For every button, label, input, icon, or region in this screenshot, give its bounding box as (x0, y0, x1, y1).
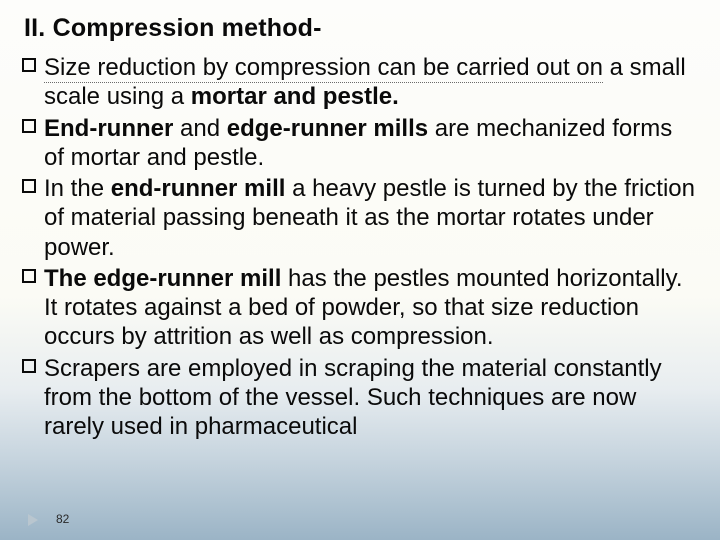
square-bullet-icon (22, 359, 36, 373)
bullet-item: Scrapers are employed in scraping the ma… (22, 354, 698, 442)
text-run: End-runner (44, 115, 173, 142)
square-bullet-icon (22, 119, 36, 133)
text-run: Scrapers are employed in scraping the ma… (44, 355, 662, 441)
text-run: and (173, 115, 226, 142)
square-bullet-icon (22, 269, 36, 283)
text-run: edge-runner mills (227, 115, 428, 142)
slide-title: II. Compression method- (24, 14, 698, 43)
text-run: The edge-runner mill (44, 265, 281, 292)
text-run: mortar and pestle. (191, 83, 399, 110)
slide: II. Compression method- Size reduction b… (0, 0, 720, 540)
square-bullet-icon (22, 58, 36, 72)
square-bullet-icon (22, 179, 36, 193)
page-number: 82 (56, 512, 69, 526)
text-run: Size reduction by compression can be car… (44, 54, 603, 83)
slide-body: Size reduction by compression can be car… (22, 53, 698, 441)
text-run: end-runner mill (111, 175, 286, 202)
bullet-item: End-runner and edge-runner mills are mec… (22, 114, 698, 173)
bullet-item: The edge-runner mill has the pestles mou… (22, 264, 698, 352)
bullet-item: Size reduction by compression can be car… (22, 53, 698, 112)
bullet-item: In the end-runner mill a heavy pestle is… (22, 174, 698, 262)
play-icon (28, 514, 38, 526)
text-run: In the (44, 175, 111, 202)
